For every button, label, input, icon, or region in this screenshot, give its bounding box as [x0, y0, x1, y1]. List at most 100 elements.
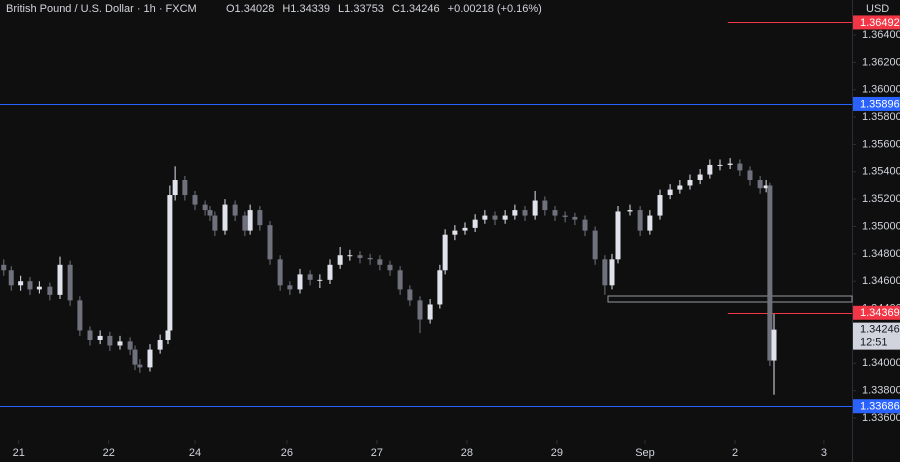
candle-body: [727, 163, 733, 165]
candle-body: [407, 289, 413, 301]
candle-body: [1, 264, 7, 271]
candle-body: [192, 195, 198, 205]
candle-body: [737, 163, 743, 171]
candle-body: [77, 300, 83, 331]
candle-body: [165, 330, 171, 341]
candle-body: [763, 185, 769, 189]
level-label-box: [853, 305, 900, 320]
level-label: 1.34369: [860, 307, 900, 319]
candle-body: [452, 230, 458, 235]
candle-body: [67, 264, 73, 301]
ohlc-value: C1.34246: [392, 3, 440, 15]
candle-body: [357, 255, 363, 258]
candle-body: [615, 211, 621, 260]
candle-body: [232, 204, 238, 216]
candle-body: [482, 215, 488, 220]
candle-body: [442, 234, 448, 271]
candle-body: [57, 264, 63, 295]
candle-body: [707, 164, 713, 175]
x-tick-label: Sep: [635, 447, 655, 459]
y-tick-label: 1.35400: [862, 166, 900, 178]
currency: USD: [866, 3, 889, 15]
candle-body: [107, 335, 113, 346]
candle-body: [562, 215, 568, 217]
candle-body: [627, 210, 633, 212]
level-label-box: [853, 15, 900, 30]
candle-body: [202, 204, 208, 211]
candle-body: [552, 210, 558, 216]
y-tick-label: 1.36400: [862, 29, 900, 41]
candle-body: [307, 274, 313, 280]
chart-title: British Pound / U.S. Dollar · 1h · FXCM: [6, 3, 197, 15]
candle-body: [327, 264, 333, 280]
candle-body: [427, 304, 433, 320]
candle-body: [609, 259, 615, 286]
y-tick-label: 1.33800: [862, 385, 900, 397]
candle-body: [36, 286, 42, 290]
candle-body: [222, 204, 228, 231]
candle-body: [572, 216, 578, 220]
price-label: 1.34246: [860, 324, 900, 336]
candle-body: [771, 329, 777, 361]
candle-body: [47, 286, 53, 295]
plot: [0, 22, 852, 407]
candle-body: [117, 341, 123, 346]
countdown: 12:51: [860, 337, 888, 349]
candle-body: [257, 210, 263, 226]
y-tick-label: 1.34800: [862, 248, 900, 260]
level-label: 1.33686: [860, 401, 900, 413]
candle-body: [747, 170, 753, 180]
candle-body: [132, 349, 138, 365]
ohlc-value: L1.33753: [338, 3, 384, 15]
candle-body: [417, 300, 423, 320]
candle-body: [522, 210, 528, 216]
candle-body: [687, 179, 693, 186]
price-label-box: [853, 322, 900, 350]
candle-body: [317, 279, 323, 281]
candle-body: [277, 259, 283, 286]
candle-body: [212, 215, 218, 231]
y-tick-label: 1.36200: [862, 56, 900, 68]
candle-body: [717, 164, 723, 166]
candle-body: [667, 189, 673, 196]
candle-body: [592, 230, 598, 260]
y-tick-label: 1.35200: [862, 193, 900, 205]
y-tick-label: 1.33600: [862, 412, 900, 424]
level-label: 1.35896: [860, 98, 900, 110]
candle-body: [677, 185, 683, 190]
x-tick-label: 21: [13, 447, 25, 459]
candle-body: [337, 255, 343, 265]
drawn-box: [607, 295, 853, 303]
candle-body: [367, 257, 373, 260]
candle-body: [657, 195, 663, 216]
y-tick-label: 1.35000: [862, 220, 900, 232]
candle-body: [697, 174, 703, 180]
candle-body: [167, 195, 173, 331]
y-tick-label: 1.36000: [862, 84, 900, 96]
ohlc-value: H1.34339: [282, 3, 330, 15]
candle-body: [472, 219, 478, 228]
candle-body: [582, 219, 588, 231]
x-tick-label: 22: [103, 447, 115, 459]
candle-body: [97, 335, 103, 341]
candle-body: [757, 179, 763, 189]
y-tick-label: 1.34000: [862, 357, 900, 369]
candle-body: [502, 215, 508, 220]
candle-body: [182, 179, 188, 196]
candle-body: [137, 364, 143, 368]
candle-body: [157, 340, 163, 350]
candle-body: [172, 179, 178, 196]
candle-body: [377, 259, 383, 265]
y-tick-label: 1.35600: [862, 138, 900, 150]
candle-body: [267, 225, 273, 260]
candle-body: [247, 210, 253, 231]
x-tick-label: 29: [551, 447, 563, 459]
candle-body: [297, 274, 303, 290]
level-label: 1.36492: [860, 17, 900, 29]
ohlc-header: O1.34028 H1.34339 L1.33753 C1.34246 +0.00218…: [226, 3, 542, 15]
level-label-box: [853, 399, 900, 414]
x-tick-label: 26: [281, 447, 293, 459]
candle-body: [207, 210, 213, 216]
